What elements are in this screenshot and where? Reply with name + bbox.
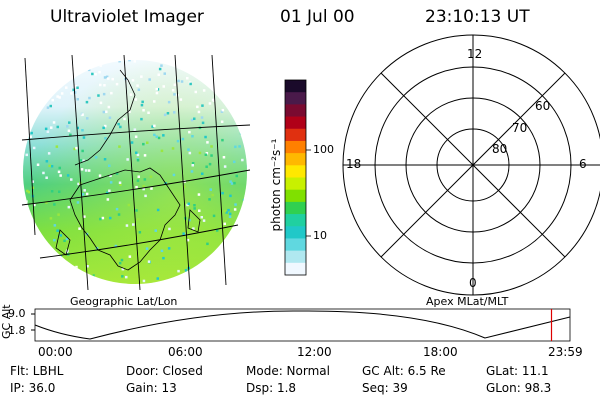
graticule [21, 54, 251, 291]
lat-label-60: 60 [535, 99, 551, 113]
timeline-xtick-2359: 23:59 [548, 345, 583, 359]
colorbar-unit-label: photon cm⁻²s⁻¹ [269, 138, 283, 232]
observation-date: 01 Jul 00 [280, 7, 355, 27]
geographic-image [21, 54, 251, 291]
mlt-label-0: 0 [469, 276, 477, 290]
timeline-xtick-1800: 18:00 [423, 345, 458, 359]
status-gc-alt: GC Alt: 6.5 Re [362, 364, 446, 378]
geo-panel-label: Geographic Lat/Lon [70, 295, 178, 308]
timeline-plot [31, 308, 571, 342]
colorbar-band [285, 250, 306, 264]
status-flt: Flt: LBHL [10, 364, 64, 378]
colorbar-band [285, 214, 306, 227]
timeline-xtick-0000: 00:00 [38, 345, 73, 359]
colorbar-band [285, 165, 306, 178]
polar-panel-label: Apex MLat/MLT [426, 295, 509, 308]
colorbar-band [285, 189, 306, 203]
lat-label-70: 70 [512, 121, 528, 135]
colorbar-band [285, 201, 306, 215]
mlt-label-12: 12 [467, 47, 483, 61]
colorbar-band [285, 116, 306, 130]
timeline-ytick-9: 9.0 [8, 307, 26, 320]
status-gain: Gain: 13 [126, 381, 177, 395]
colorbar-band [285, 153, 306, 166]
altitude-curve [34, 310, 571, 340]
status-seq: Seq: 39 [362, 381, 408, 395]
coastline [69, 167, 181, 271]
status-dsp: Dsp: 1.8 [246, 381, 297, 395]
colorbar-band [285, 80, 306, 93]
status-door: Door: Closed [126, 364, 203, 378]
colorbar-band [285, 92, 306, 105]
colorbar-band [285, 238, 306, 252]
mlt-label-18: 18 [346, 157, 362, 171]
mlt-label-6: 6 [579, 157, 587, 171]
colorbar-band [285, 140, 306, 154]
status-ip: IP: 36.0 [10, 381, 56, 395]
colorbar-band [285, 104, 306, 118]
timeline-xtick-0600: 06:00 [168, 345, 203, 359]
colorbar-band [285, 226, 306, 239]
colorbar [284, 79, 311, 276]
timeline-ytick-1-8: 1.8 [8, 324, 26, 337]
polar-plot [342, 34, 600, 296]
colorbar-band [285, 177, 306, 191]
colorbar-band [285, 128, 306, 142]
observation-time: 23:10:13 UT [425, 7, 530, 27]
colorbar-tick-100: 100 [313, 143, 334, 156]
status-mode: Mode: Normal [246, 364, 330, 378]
instrument-title: Ultraviolet Imager [50, 7, 204, 27]
timeline-xtick-1200: 12:00 [297, 345, 332, 359]
status-glon: GLon: 98.3 [486, 381, 552, 395]
lat-label-80: 80 [492, 142, 508, 156]
colorbar-band [285, 262, 306, 276]
status-glat: GLat: 11.1 [486, 364, 549, 378]
colorbar-tick-10: 10 [313, 229, 327, 242]
